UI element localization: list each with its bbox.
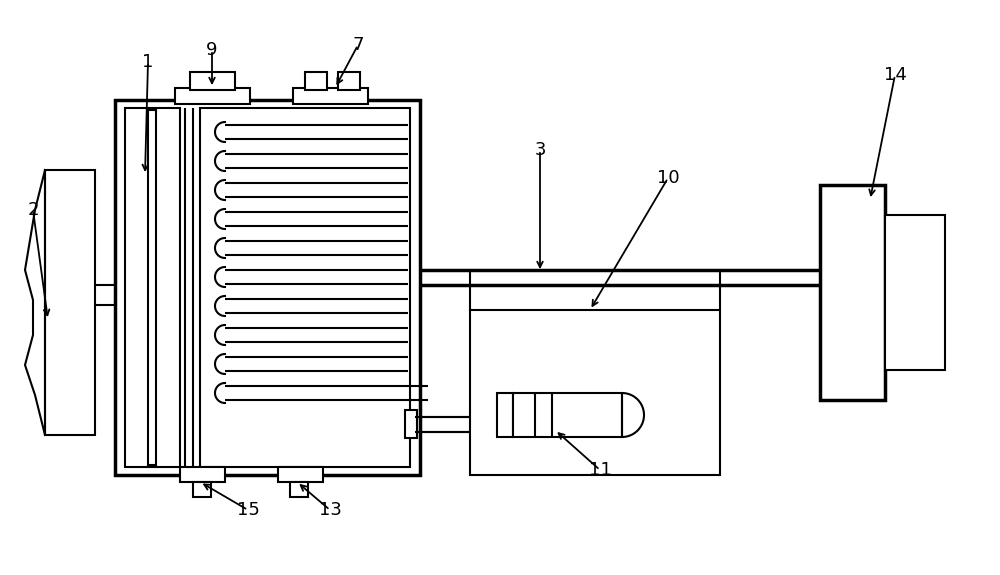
Bar <box>290 482 308 497</box>
Text: 13: 13 <box>319 501 341 519</box>
Text: 1: 1 <box>142 53 154 71</box>
Bar <box>820 185 885 400</box>
Text: 9: 9 <box>206 41 218 59</box>
Bar <box>175 88 250 104</box>
Bar <box>885 215 945 370</box>
Bar <box>115 100 420 475</box>
Bar <box>305 72 327 90</box>
Text: 15: 15 <box>237 501 259 519</box>
Bar <box>338 72 360 90</box>
Bar <box>148 110 156 465</box>
Bar <box>200 108 410 467</box>
Text: 14: 14 <box>884 66 906 84</box>
Bar <box>190 72 235 90</box>
Text: 10: 10 <box>657 169 679 187</box>
Bar <box>180 467 225 482</box>
Bar <box>513 393 622 437</box>
Text: 2: 2 <box>27 201 39 219</box>
Bar <box>497 393 513 437</box>
Bar <box>193 482 211 497</box>
Text: 3: 3 <box>534 141 546 159</box>
Bar <box>278 467 323 482</box>
Bar <box>293 88 368 104</box>
Text: 11: 11 <box>589 461 611 479</box>
Bar <box>405 410 417 438</box>
Text: 7: 7 <box>352 36 364 54</box>
Bar <box>45 170 95 435</box>
Bar <box>470 310 720 475</box>
Bar <box>125 108 180 467</box>
